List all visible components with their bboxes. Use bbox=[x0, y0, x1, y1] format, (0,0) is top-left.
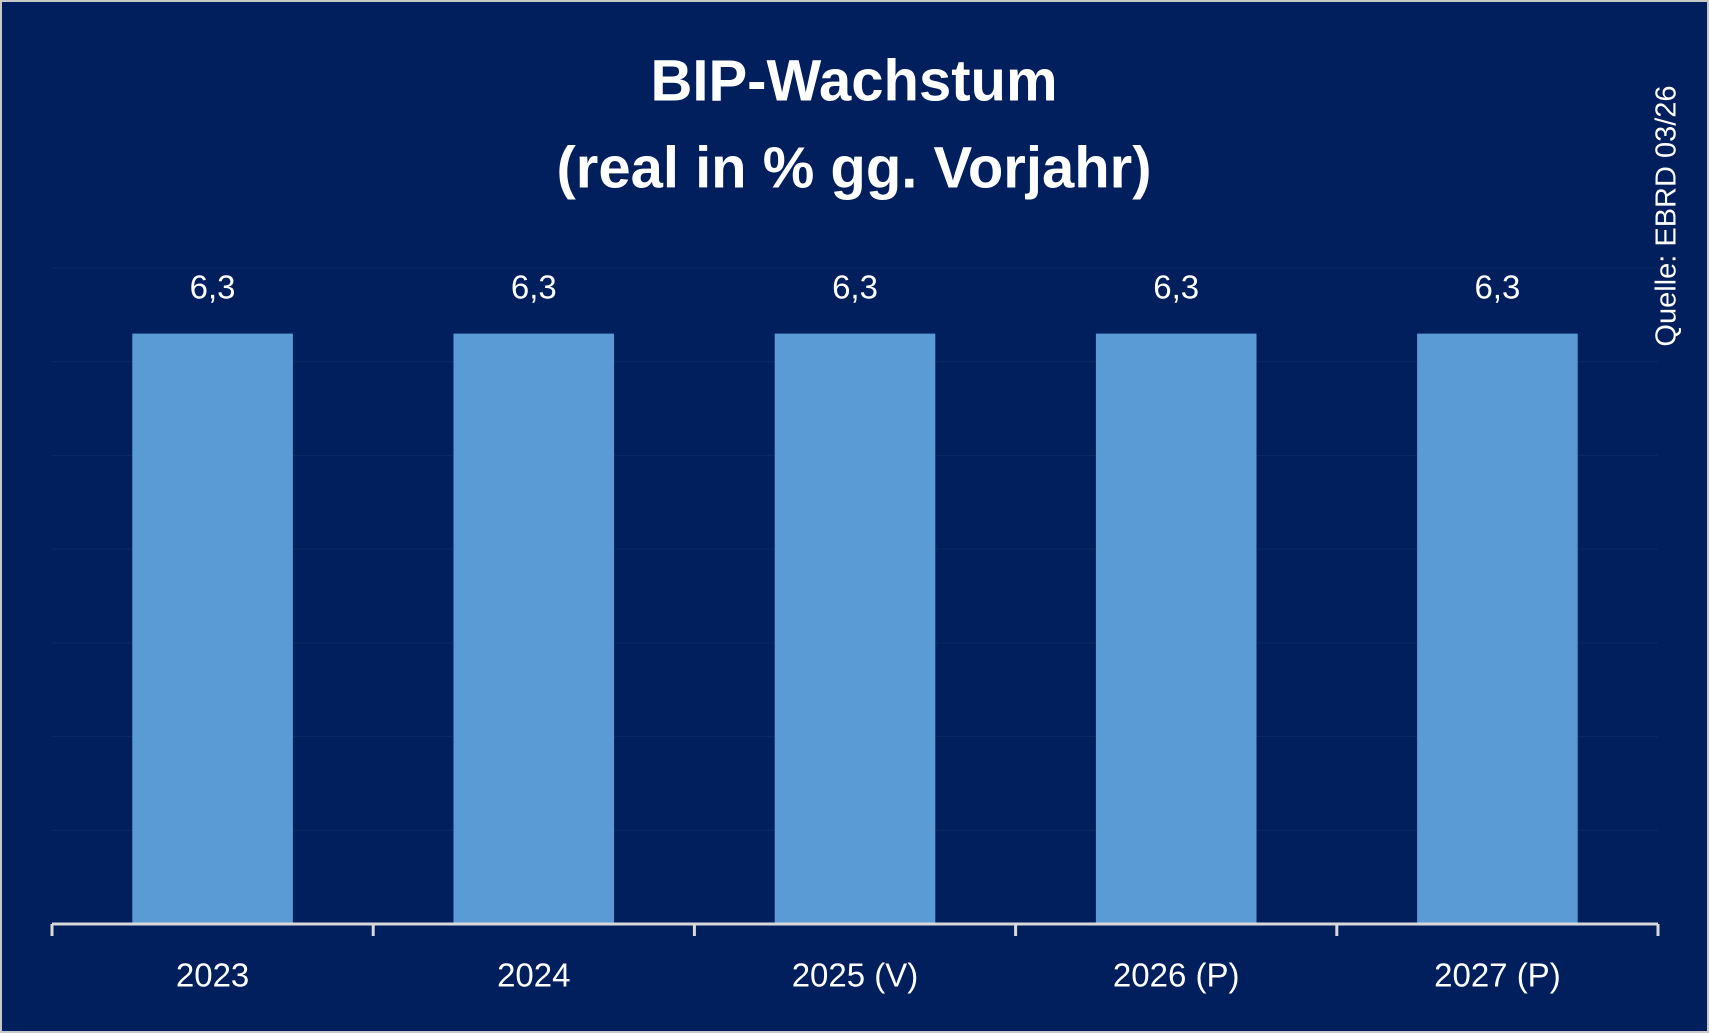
x-tick-label: 2026 (P) bbox=[1113, 957, 1240, 994]
value-label: 6,3 bbox=[190, 268, 236, 305]
bar bbox=[774, 333, 936, 925]
bar bbox=[1095, 333, 1257, 925]
x-tick-label: 2027 (P) bbox=[1434, 957, 1561, 994]
bar bbox=[1417, 333, 1578, 925]
x-tick-label: 2025 (V) bbox=[792, 957, 919, 994]
chart-subtitle: (real in % gg. Vorjahr) bbox=[556, 135, 1151, 200]
value-label: 6,3 bbox=[1153, 268, 1199, 305]
bar bbox=[132, 333, 293, 925]
x-tick-label: 2023 bbox=[176, 957, 249, 994]
value-label: 6,3 bbox=[1474, 268, 1520, 305]
bar bbox=[453, 333, 615, 925]
source-note: Quelle: EBRD 03/26 bbox=[1651, 85, 1683, 346]
x-tick-label: 2024 bbox=[497, 957, 570, 994]
chart-title: BIP-Wachstum bbox=[650, 48, 1057, 113]
value-label: 6,3 bbox=[511, 268, 557, 305]
value-label: 6,3 bbox=[832, 268, 878, 305]
